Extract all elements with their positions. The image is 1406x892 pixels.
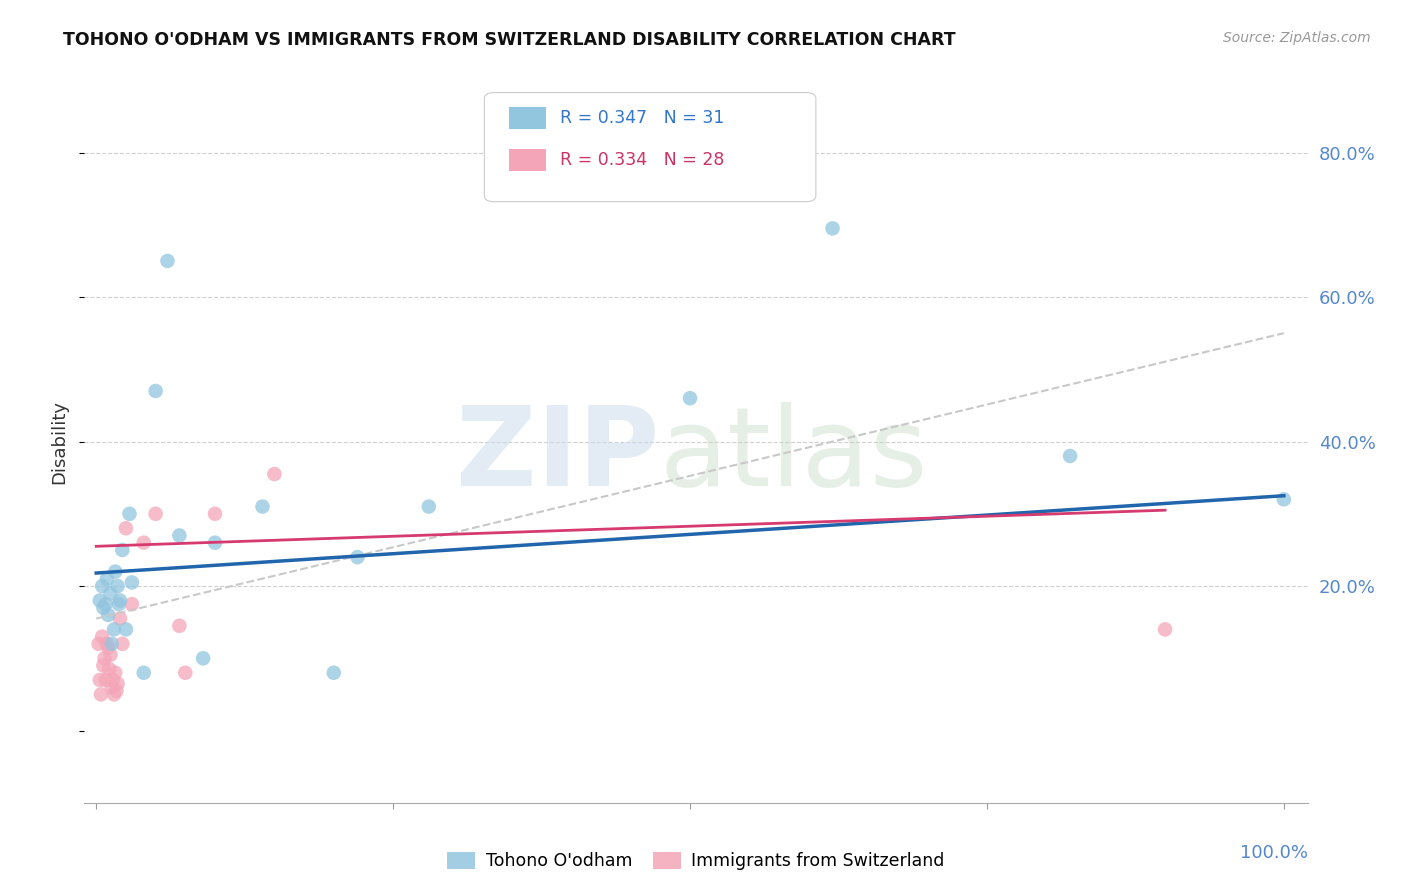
Point (263, 467, 285, 481)
Point (107, 597, 129, 611)
FancyBboxPatch shape (484, 93, 815, 202)
Point (100, 648, 122, 662)
Point (93, 600, 115, 615)
Legend: Tohono O'odham, Immigrants from Switzerland: Tohono O'odham, Immigrants from Switzerl… (440, 845, 952, 877)
Text: TOHONO O'ODHAM VS IMMIGRANTS FROM SWITZERLAND DISABILITY CORRELATION CHART: TOHONO O'ODHAM VS IMMIGRANTS FROM SWITZE… (63, 31, 956, 49)
Point (94, 597, 117, 611)
Point (111, 637, 134, 651)
Point (96, 572, 118, 586)
Point (90, 687, 112, 701)
Point (93, 658, 115, 673)
Point (96, 637, 118, 651)
Point (100, 637, 122, 651)
Point (1059, 449, 1081, 463)
Point (98, 662, 121, 676)
Point (145, 384, 167, 398)
Text: R = 0.334   N = 28: R = 0.334 N = 28 (560, 151, 724, 169)
Point (169, 528, 191, 542)
Point (679, 391, 702, 405)
Bar (509, 149, 546, 170)
Point (821, 221, 844, 235)
Point (346, 550, 368, 565)
Point (89, 593, 111, 607)
Point (97, 607, 120, 622)
Point (107, 676, 129, 690)
Text: R = 0.347   N = 31: R = 0.347 N = 31 (560, 109, 724, 127)
Text: ZIP: ZIP (456, 402, 659, 509)
Text: atlas: atlas (659, 402, 928, 509)
Point (115, 623, 138, 637)
Point (100, 586, 122, 600)
Point (105, 683, 128, 698)
Point (104, 665, 127, 680)
Point (101, 673, 124, 687)
Point (174, 665, 197, 680)
Point (93, 651, 115, 665)
Point (91, 630, 114, 644)
Point (100, 680, 122, 694)
Point (322, 665, 344, 680)
Point (418, 500, 440, 514)
Point (111, 542, 134, 557)
Point (87, 637, 110, 651)
Point (121, 597, 143, 611)
Point (132, 535, 155, 549)
Point (104, 565, 127, 579)
Point (121, 575, 143, 590)
Point (97, 640, 120, 655)
Point (1272, 492, 1295, 507)
Point (252, 500, 274, 514)
Point (108, 611, 131, 625)
Point (103, 687, 125, 701)
Point (91, 579, 114, 593)
Point (118, 507, 141, 521)
Point (132, 665, 155, 680)
Point (156, 253, 179, 268)
Point (145, 507, 167, 521)
Point (94, 673, 117, 687)
Y-axis label: Disability: Disability (51, 400, 69, 483)
Point (204, 535, 226, 549)
Point (204, 507, 226, 521)
Point (89, 673, 111, 687)
Point (191, 651, 214, 665)
Point (1154, 623, 1177, 637)
Point (115, 521, 138, 535)
Point (169, 619, 191, 633)
Text: 100.0%: 100.0% (1240, 845, 1308, 863)
Bar (509, 107, 546, 128)
Point (103, 623, 125, 637)
Point (107, 579, 129, 593)
Text: Source: ZipAtlas.com: Source: ZipAtlas.com (1223, 31, 1371, 45)
Point (108, 593, 131, 607)
